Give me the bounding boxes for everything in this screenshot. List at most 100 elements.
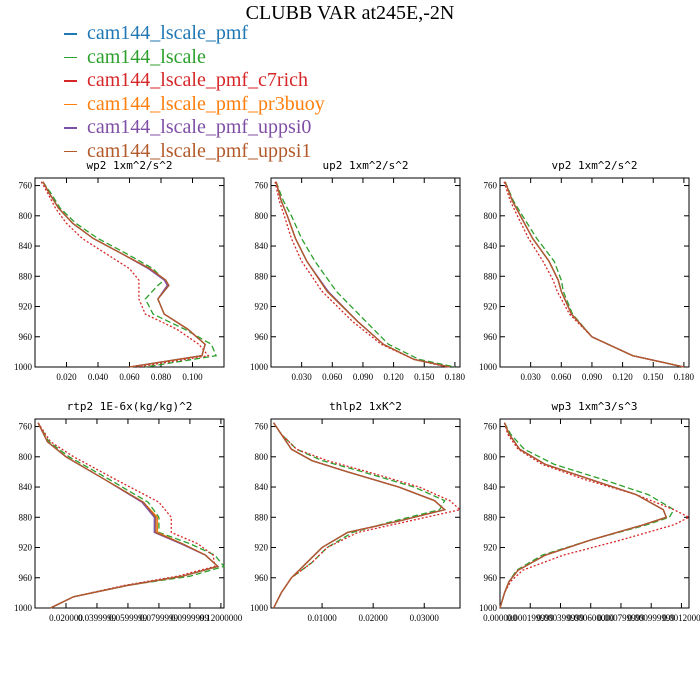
series-line [503,181,685,368]
legend-item: cam144_lscale_pmf_c7rich [64,69,325,93]
x-tick-label: 0.180 [674,372,695,382]
x-tick-label: 0.02000 [359,613,389,623]
series-line [275,181,450,368]
x-tick-label: 0.150 [414,372,435,382]
legend-label: cam144_lscale_pmf [87,22,249,44]
series-line [42,181,206,368]
x-tick-label: 0.080 [151,372,172,382]
x-tick-label: 0.040 [88,372,109,382]
series-line [499,422,691,609]
y-tick-label: 960 [255,332,269,342]
x-tick-label: 0.03000 [410,613,440,623]
x-tick-label: 0.000999999 [628,613,676,623]
y-tick-label: 880 [19,271,33,281]
y-tick-label: 760 [19,181,33,191]
plot-frame [499,177,690,368]
panel-title: thlp2 1xK^2 [329,400,402,413]
panel: wp3 1xm^3/s^376080084088092096010000.000… [479,400,700,623]
x-tick-label: 0.090 [582,372,603,382]
x-tick-label: 0.020000 [49,613,83,623]
series-line [499,422,668,609]
x-tick-label: 0.150 [643,372,664,382]
y-tick-label: 800 [255,452,269,462]
y-tick-label: 920 [484,543,498,553]
y-tick-label: 800 [19,452,33,462]
y-tick-label: 760 [255,181,269,191]
series-line [37,422,220,609]
series-line [42,181,206,368]
panel: thlp2 1xK^2 760 800 840 880 920 960 1000 0.01000… [250,400,462,623]
series-line [504,181,685,368]
x-tick-label: 0.120 [612,372,633,382]
legend: cam144_lscale_pmf cam144_lscale cam144_lsc… [64,22,325,163]
y-tick-label: 920 [255,302,269,312]
series-line [499,422,668,609]
y-tick-label: 800 [484,452,498,462]
series-line [504,181,685,368]
x-tick-label: 0.090 [353,372,374,382]
x-tick-label: 0.12000000 [200,613,243,623]
legend-line-icon [64,150,77,152]
y-tick-label: 880 [484,271,498,281]
legend-label: cam144_lscale_pmf_uppsi0 [87,116,312,138]
y-tick-label: 960 [484,332,498,342]
y-tick-label: 880 [255,512,269,522]
legend-line-icon [64,80,77,82]
figure-title: CLUBB VAR at245E,-2N [245,2,455,24]
panel-title: up2 1xm^2/s^2 [322,159,408,172]
panel-title: wp3 1xm^3/s^3 [551,400,637,413]
series-line [42,181,218,368]
x-tick-label: 0.060 [322,372,343,382]
x-tick-label: 0.000199999 [507,613,555,623]
series-line [37,422,220,609]
x-tick-label: 0.030 [521,372,542,382]
series-line [37,422,216,609]
x-tick-label: 0.020 [56,372,77,382]
x-tick-label: 0.000799999 [597,613,645,623]
y-tick-label: 760 [19,422,33,432]
y-tick-label: 1000 [250,603,269,613]
y-tick-label: 920 [484,302,498,312]
series-line [274,181,447,368]
series-line [504,181,685,368]
y-tick-label: 760 [484,422,498,432]
series-line [37,422,220,609]
series-line [273,422,462,609]
panel: wp2 1xm^2/s^2 760 800 840 880 920 960 1000 0.020… [14,159,225,382]
y-tick-label: 840 [484,241,498,251]
panel-title: wp2 1xm^2/s^2 [86,159,172,172]
y-tick-label: 800 [255,211,269,221]
x-tick-label: 0.0999999 [171,613,210,623]
legend-label: cam144_lscale [87,45,206,68]
series-line [273,422,447,609]
x-tick-label: 0.000600000 [567,613,615,623]
series-line [275,181,456,368]
legend-label: cam144_lscale_pmf_pr3buoy [87,92,325,115]
legend-item: cam144_lscale_pmf [64,22,325,46]
y-tick-label: 960 [255,573,269,583]
series-line [499,422,668,609]
y-tick-label: 840 [255,482,269,492]
y-tick-label: 1000 [479,362,498,372]
panel: up2 1xm^2/s^2 760 800 840 880 920 960 1000 0.030… [250,159,466,382]
x-tick-label: 0.0399999 [78,613,117,623]
y-tick-label: 880 [19,512,33,522]
legend-label: cam144_lscale_pmf_uppsi1 [87,139,312,162]
y-tick-label: 1000 [250,362,269,372]
x-tick-label: 0.000000 [483,613,517,623]
x-tick-label: 0.060 [119,372,140,382]
y-tick-label: 840 [484,482,498,492]
legend-line-icon [64,56,77,58]
legend-item: cam144_lscale [64,46,325,70]
series-line [499,422,668,609]
plot-frame [270,177,461,368]
legend-label: cam144_lscale_pmf_c7rich [87,69,309,91]
panel: vp2 1xm^2/s^2 760 800 840 880 920 960 1000 0.030… [479,159,695,382]
y-tick-label: 760 [484,181,498,191]
y-tick-label: 840 [19,482,33,492]
legend-line-icon [64,127,77,129]
series-line [40,181,210,368]
y-tick-label: 800 [484,211,498,221]
x-tick-label: 0.0799999 [140,613,179,623]
